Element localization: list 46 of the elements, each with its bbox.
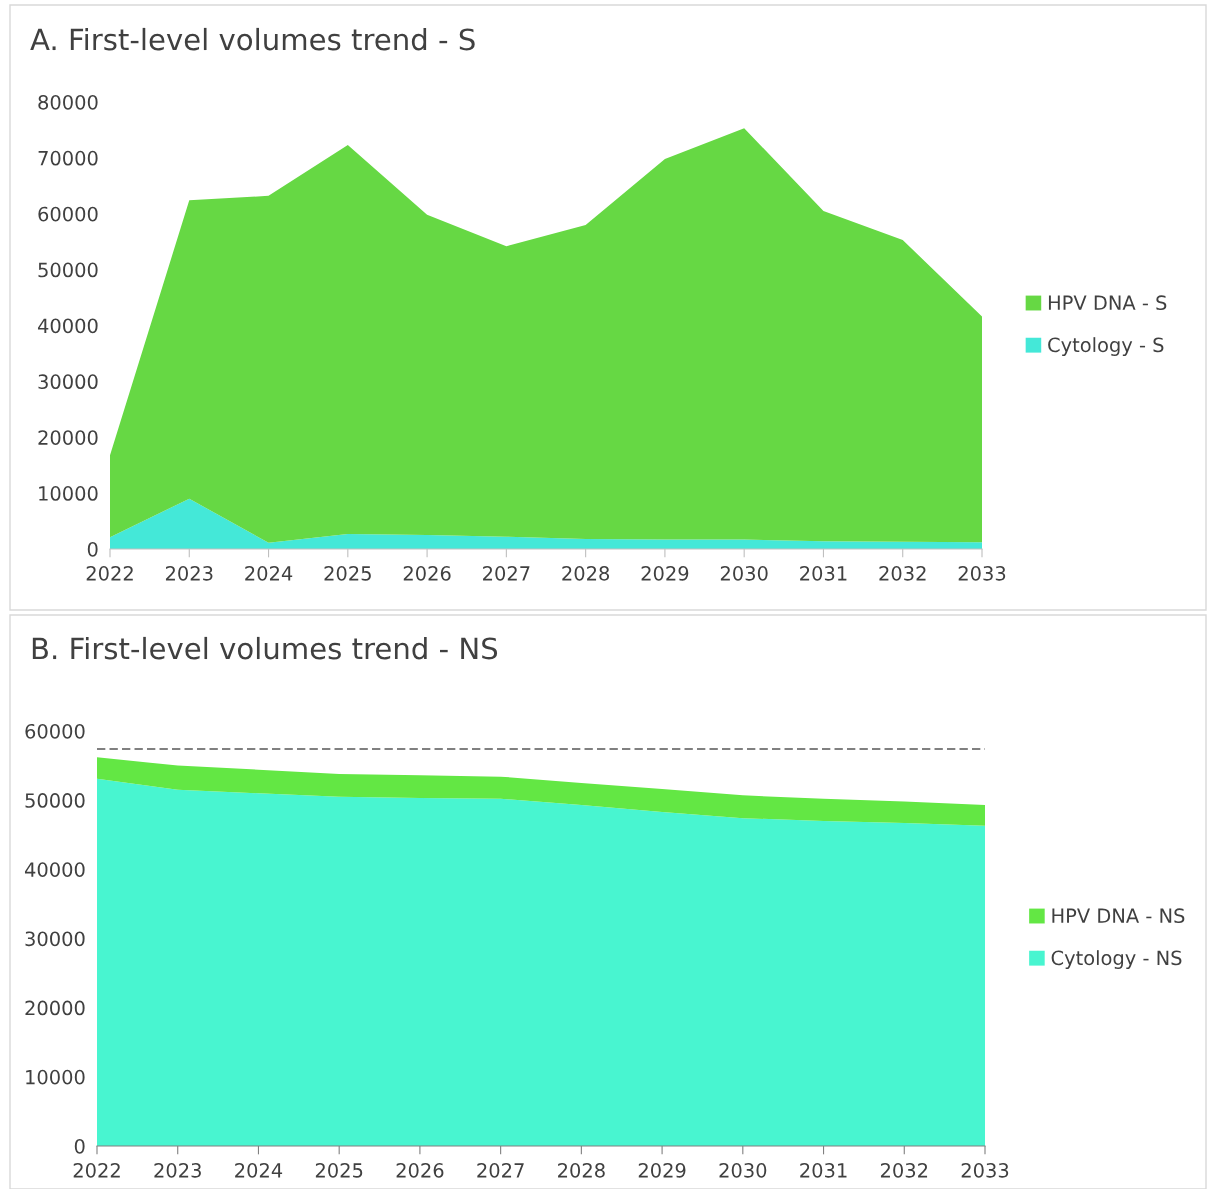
x-tick-label: 2033 — [961, 1163, 1009, 1178]
y-tick-label: 10000 — [26, 1069, 85, 1085]
x-tick-label: 2027 — [483, 566, 530, 581]
x-tick-label: 2031 — [800, 566, 847, 581]
y-tick-label: 40000 — [24, 862, 85, 877]
legend-label: HPV DNA - NS — [1052, 908, 1185, 924]
y-tick-label: 60000 — [25, 723, 85, 739]
x-tick-label: 2024 — [235, 1163, 283, 1178]
x-tick-label: 2032 — [879, 566, 926, 581]
x-tick-label: 2023 — [154, 1163, 201, 1178]
y-tick-label: 60000 — [38, 206, 98, 222]
y-tick-label: 0 — [74, 1138, 85, 1154]
x-tick-label: 2026 — [403, 566, 451, 581]
y-tick-label: 50000 — [25, 793, 85, 808]
x-tick-label: 2032 — [880, 1163, 928, 1178]
x-tick-label: 2030 — [719, 1163, 767, 1178]
y-tick-label: 30000 — [25, 931, 85, 947]
y-tick-label: 50000 — [38, 262, 98, 278]
x-tick-label: 2025 — [324, 566, 371, 581]
y-tick-label: 30000 — [38, 374, 98, 390]
x-tick-label: 2023 — [165, 566, 213, 581]
y-tick-label: 20000 — [25, 1000, 85, 1016]
legend-label: Cytology - S — [1048, 337, 1164, 356]
x-tick-label: 2030 — [720, 566, 768, 581]
y-tick-label: 70000 — [38, 150, 98, 166]
y-tick-label: 0 — [87, 541, 98, 557]
legend-label: Cytology - NS — [1051, 950, 1182, 969]
x-tick-label: 2027 — [477, 1163, 524, 1178]
x-tick-label: 2028 — [562, 566, 610, 581]
chart-title: A. First-level volumes trend - S — [30, 27, 475, 51]
y-tick-label: 10000 — [39, 486, 98, 501]
x-tick-label: 2029 — [641, 566, 689, 581]
x-tick-label: 2022 — [86, 566, 133, 581]
x-tick-label: 2033 — [958, 566, 1006, 581]
x-tick-label: 2031 — [800, 1163, 847, 1178]
chart-title: B. First-level volumes trend - NS — [32, 636, 498, 660]
x-tick-label: 2028 — [558, 1163, 605, 1178]
x-tick-label: 2025 — [315, 1163, 363, 1178]
y-tick-label: 20000 — [38, 430, 98, 445]
x-tick-label: 2026 — [396, 1163, 444, 1178]
legend-label: HPV DNA - S — [1048, 295, 1167, 311]
x-tick-label: 2024 — [245, 566, 293, 581]
x-tick-label: 2029 — [638, 1163, 686, 1178]
y-tick-label: 40000 — [37, 318, 98, 334]
x-tick-label: 2022 — [73, 1163, 120, 1178]
y-tick-label: 80000 — [38, 94, 98, 110]
